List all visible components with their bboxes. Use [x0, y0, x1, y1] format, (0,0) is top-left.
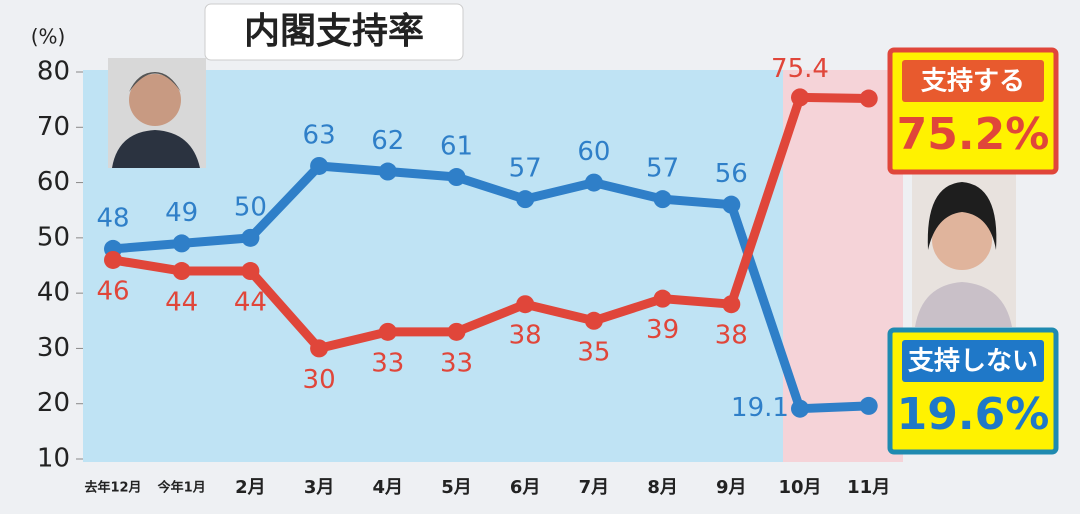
data-point — [241, 228, 260, 247]
x-tick-label: 去年12月 — [84, 480, 141, 496]
x-tick-label: 今年1月 — [157, 480, 206, 496]
legend-label: 支持しない — [908, 347, 1038, 377]
callout-disapprove — [887, 327, 1059, 455]
x-tick-label: 11月 — [847, 477, 890, 498]
data-label: 56 — [715, 159, 748, 189]
data-label: 44 — [234, 288, 267, 318]
data-label: 46 — [96, 276, 129, 306]
data-label: 30 — [303, 365, 336, 395]
data-label: 61 — [440, 132, 473, 162]
data-point — [859, 89, 878, 108]
data-point — [653, 289, 672, 308]
data-point — [378, 322, 397, 341]
x-tick-label: 6月 — [510, 477, 541, 498]
portrait-left — [108, 58, 206, 168]
x-tick-label: 10月 — [778, 477, 821, 498]
data-point — [516, 190, 535, 209]
data-point — [104, 250, 122, 269]
callout-value: 75.2% — [897, 109, 1050, 160]
data-label: 19.1 — [731, 393, 789, 423]
y-tick-label: 30 — [37, 333, 70, 363]
data-label: 57 — [509, 154, 542, 184]
data-point — [516, 295, 535, 314]
data-point — [241, 262, 260, 281]
series-line — [112, 161, 869, 414]
y-tick-label: 70 — [37, 112, 70, 142]
data-label: 39 — [646, 315, 679, 345]
data-point — [722, 295, 741, 314]
x-tick-label: 5月 — [441, 477, 472, 498]
callout-value: 19.6% — [897, 389, 1050, 440]
data-point — [447, 322, 466, 341]
x-tick-label: 4月 — [373, 477, 404, 498]
period-after — [783, 70, 903, 462]
y-tick-label: 50 — [37, 222, 70, 252]
data-label: 50 — [234, 192, 267, 222]
x-tick-label: 3月 — [304, 477, 335, 498]
x-tick-label: 2月 — [235, 477, 266, 498]
data-point — [791, 88, 809, 107]
data-point — [310, 156, 329, 175]
data-point — [722, 195, 741, 214]
data-label: 75.4 — [771, 54, 829, 84]
portrait-right — [912, 172, 1016, 327]
data-label: 63 — [303, 120, 336, 150]
legend-label: 支持する — [921, 67, 1025, 97]
data-point — [859, 396, 878, 415]
data-point — [378, 162, 397, 181]
y-tick-label: 10 — [37, 444, 70, 474]
data-label: 44 — [165, 288, 198, 318]
data-point — [447, 168, 466, 187]
chart-title: 内閣支持率 — [244, 11, 424, 52]
title-box — [204, 3, 464, 61]
y-tick-label: 80 — [37, 57, 70, 87]
data-label: 48 — [96, 203, 129, 233]
x-tick-label: 8月 — [647, 477, 678, 498]
y-axis-label: (%) — [31, 25, 66, 49]
data-label: 57 — [646, 154, 679, 184]
data-point — [172, 234, 191, 253]
data-point — [791, 399, 809, 418]
data-point — [584, 311, 603, 330]
data-point — [584, 173, 603, 192]
series-line — [112, 92, 869, 353]
data-label: 38 — [715, 321, 748, 351]
data-label: 35 — [577, 337, 610, 367]
data-label: 62 — [371, 126, 404, 156]
data-label: 33 — [440, 348, 473, 378]
y-tick-label: 60 — [37, 167, 70, 197]
data-point — [310, 339, 329, 358]
data-point — [653, 190, 672, 209]
callout-approve — [887, 47, 1059, 175]
x-tick-label: 9月 — [716, 477, 747, 498]
data-label: 60 — [577, 137, 610, 167]
data-label: 33 — [371, 348, 404, 378]
data-point — [172, 262, 191, 281]
data-label: 49 — [165, 198, 198, 228]
y-tick-label: 40 — [37, 278, 70, 308]
y-tick-label: 20 — [37, 388, 70, 418]
x-tick-label: 7月 — [579, 477, 610, 498]
data-label: 38 — [509, 321, 542, 351]
